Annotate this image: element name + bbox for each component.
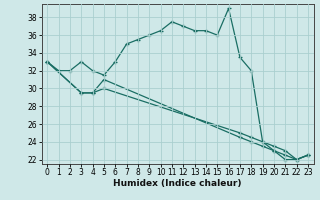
X-axis label: Humidex (Indice chaleur): Humidex (Indice chaleur) — [113, 179, 242, 188]
